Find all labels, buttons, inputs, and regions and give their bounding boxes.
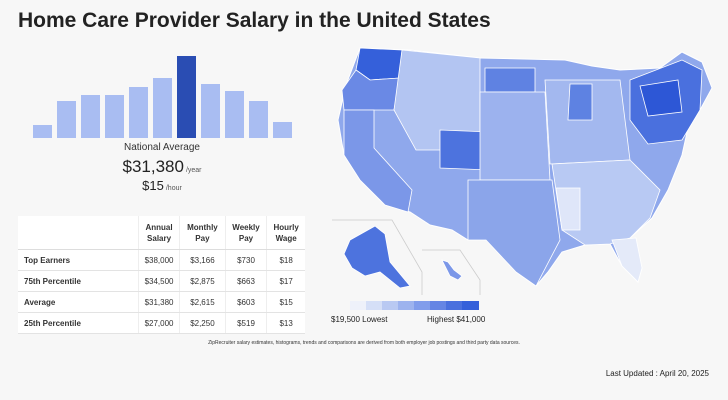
- annual-unit: /year: [185, 167, 202, 174]
- cell-hourly: $18: [266, 249, 305, 271]
- table-row: Average $31,380 $2,615 $603 $15: [18, 291, 305, 313]
- wisconsin-region[interactable]: [567, 83, 593, 121]
- california-region[interactable]: [343, 109, 413, 213]
- hawaii-inset-border: [422, 249, 481, 295]
- row-label: 25th Percentile: [18, 312, 139, 334]
- histogram-bar: [56, 101, 76, 138]
- cell-weekly: $663: [224, 270, 267, 292]
- cell-annual: $31,380: [137, 291, 180, 313]
- legend-swatch: [446, 301, 463, 310]
- alaska-inset-border: [332, 219, 423, 295]
- legend-swatch: [366, 301, 383, 310]
- north-dakota-region[interactable]: [484, 67, 536, 93]
- annual-salary-value: $31,380: [122, 157, 184, 176]
- histogram-bar: [248, 101, 268, 138]
- salary-table: Annual Salary Monthly Pay Weekly Pay Hourly…: [18, 216, 305, 334]
- alaska-shape[interactable]: [343, 225, 411, 289]
- cell-weekly: $730: [224, 249, 267, 271]
- hourly-unit: /hour: [165, 185, 182, 192]
- legend-swatch: [350, 301, 367, 310]
- cell-monthly: $3,166: [179, 249, 226, 271]
- histogram-bar: [176, 56, 196, 138]
- florida-region[interactable]: [611, 237, 643, 283]
- row-label: 75th Percentile: [18, 270, 139, 292]
- row-label: Average: [18, 291, 139, 313]
- header-weekly-label: Weekly Pay: [232, 222, 260, 243]
- cell-weekly: $603: [224, 291, 267, 313]
- cell-annual: $27,000: [137, 312, 180, 334]
- legend-swatch: [382, 301, 399, 310]
- histogram-bar: [272, 121, 292, 138]
- national-average-label: National Average: [124, 142, 200, 153]
- salary-histogram: [30, 56, 294, 138]
- legend-swatch: [462, 301, 479, 310]
- legend-swatch: [398, 301, 415, 310]
- cell-annual: $34,500: [137, 270, 180, 292]
- cell-hourly: $17: [266, 270, 305, 292]
- hourly-wage-value: $15: [142, 178, 164, 193]
- cell-monthly: $2,250: [179, 312, 226, 334]
- cell-weekly: $519: [224, 312, 267, 334]
- header-hourly-label: Hourly Wage: [273, 222, 299, 243]
- national-average-annual: $31,380/year: [30, 157, 294, 177]
- footer-note: ZipRecruiter salary estimates, histogram…: [208, 340, 520, 346]
- cell-hourly: $13: [266, 312, 305, 334]
- us-salary-map[interactable]: [330, 40, 722, 305]
- national-average-hourly: $15/hour: [30, 177, 294, 195]
- histogram-bar: [80, 95, 100, 138]
- table-row: 25th Percentile $27,000 $2,250 $519 $13: [18, 312, 305, 334]
- legend-high-label: Highest $41,000: [427, 315, 486, 324]
- histogram-bar: [104, 95, 124, 138]
- cell-monthly: $2,875: [179, 270, 226, 292]
- header-monthly-label: Monthly Pay: [187, 222, 218, 243]
- histogram-bar: [128, 87, 148, 138]
- new-york-region[interactable]: [639, 79, 683, 117]
- cell-hourly: $15: [266, 291, 305, 313]
- texas-region[interactable]: [467, 179, 561, 287]
- plains-region[interactable]: [479, 91, 551, 181]
- table-header-row: Annual Salary Monthly Pay Weekly Pay Hourly…: [18, 216, 305, 250]
- header-annual-label: Annual Salary: [145, 222, 173, 243]
- legend-swatch: [430, 301, 447, 310]
- cell-annual: $38,000: [137, 249, 180, 271]
- histogram-bar: [224, 91, 244, 138]
- map-color-legend: [350, 301, 479, 310]
- header-hourly: Hourly Wage: [266, 216, 305, 250]
- header-blank: [18, 216, 139, 250]
- table-row: 75th Percentile $34,500 $2,875 $663 $17: [18, 270, 305, 292]
- histogram-bar: [32, 124, 52, 138]
- header-annual: Annual Salary: [137, 216, 180, 250]
- last-updated: Last Updated : April 20, 2025: [605, 369, 709, 378]
- mississippi-region[interactable]: [555, 187, 581, 231]
- header-weekly: Weekly Pay: [224, 216, 267, 250]
- page-title: Home Care Provider Salary in the United …: [18, 9, 491, 32]
- legend-swatch: [414, 301, 431, 310]
- header-monthly: Monthly Pay: [179, 216, 226, 250]
- hawaii-shape[interactable]: [441, 259, 463, 281]
- row-label: Top Earners: [18, 249, 139, 271]
- histogram-bar: [200, 83, 220, 138]
- histogram-bar: [152, 78, 172, 138]
- legend-low-label: $19,500 Lowest: [331, 315, 388, 324]
- table-row: Top Earners $38,000 $3,166 $730 $18: [18, 249, 305, 271]
- cell-monthly: $2,615: [179, 291, 226, 313]
